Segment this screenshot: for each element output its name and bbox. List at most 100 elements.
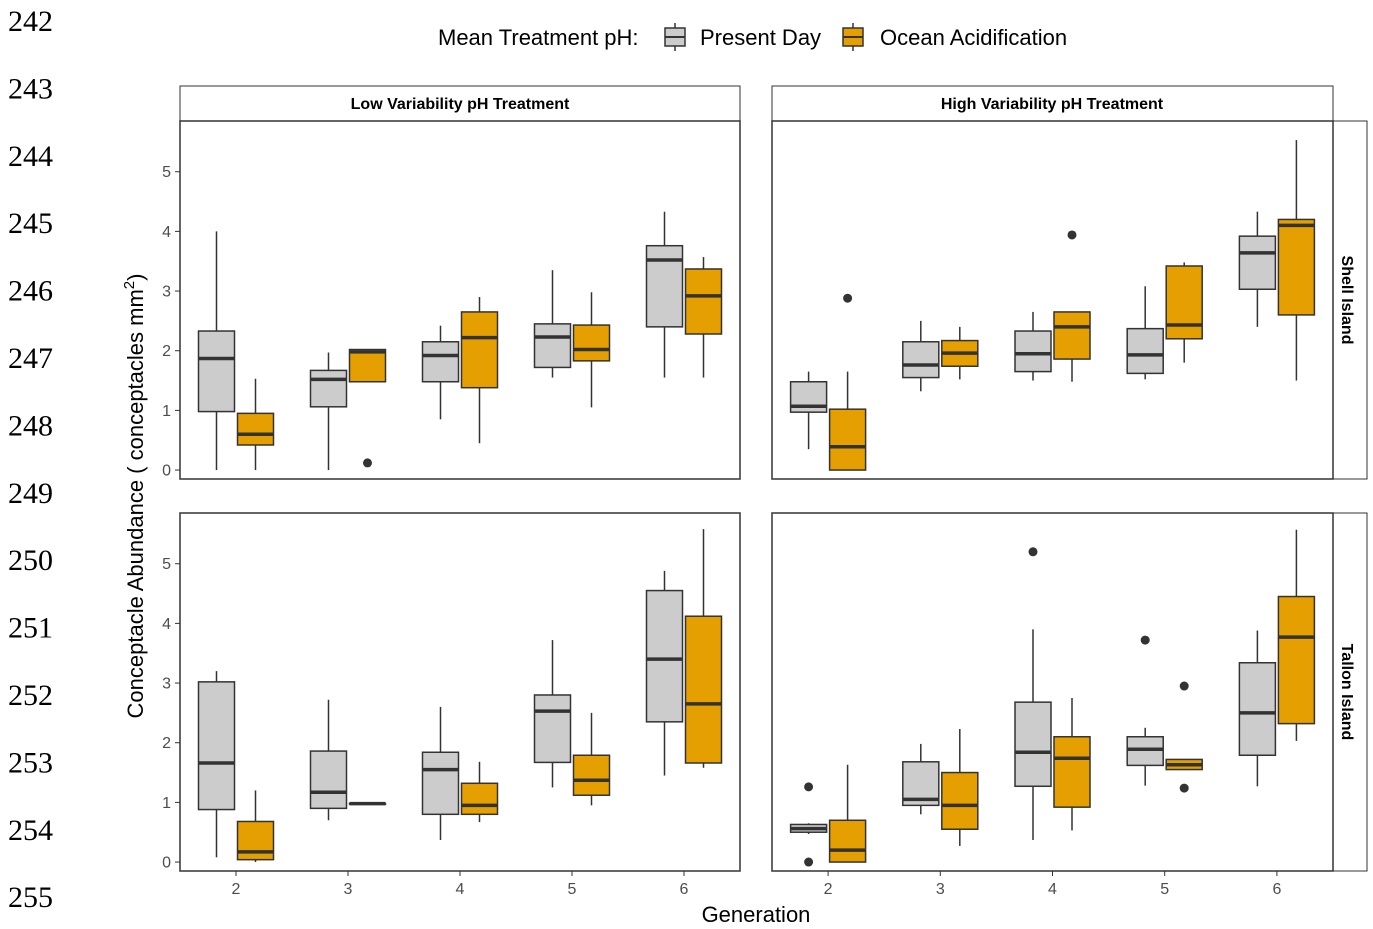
strip-shell-island: Shell Island	[1338, 256, 1355, 345]
panel-border	[179, 512, 741, 872]
box-ocean-acidification-gen-3	[941, 728, 979, 846]
x-tick-label: 4	[456, 881, 465, 898]
line-number: 244	[8, 140, 53, 173]
box-ocean-acidification-gen-6	[1277, 140, 1316, 381]
y-tick-label: 4	[162, 616, 171, 633]
box-present-day-gen-3	[902, 743, 940, 815]
box-iqr	[421, 341, 460, 383]
y-tick-label: 5	[162, 164, 171, 181]
box-iqr	[684, 268, 723, 335]
x-tick-label: 6	[680, 881, 689, 898]
box-ocean-acidification-gen-4	[460, 761, 499, 823]
line-number: 249	[8, 477, 53, 510]
line-number: 247	[8, 342, 53, 375]
line-number: 248	[8, 409, 53, 442]
y-tick-label: 2	[162, 735, 171, 752]
box-iqr	[460, 311, 499, 389]
panel-border	[771, 120, 1334, 480]
box-iqr	[1053, 736, 1091, 808]
line-number: 251	[8, 612, 53, 645]
box-iqr	[197, 330, 236, 413]
legend-title: Mean Treatment pH:	[438, 25, 639, 50]
box-ocean-acidification-gen-2	[236, 378, 275, 471]
box-present-day-gen-2	[197, 231, 236, 471]
box-present-day-gen-2	[197, 671, 236, 858]
box-present-day-gen-4	[1014, 547, 1052, 840]
box-present-day-gen-5	[1126, 635, 1164, 786]
line-number: 243	[8, 72, 53, 105]
box-present-day-gen-3	[309, 352, 348, 471]
box-iqr	[1277, 595, 1316, 725]
box-present-day-gen-2	[789, 371, 828, 450]
x-axis-title: Generation	[702, 902, 811, 927]
line-number: 252	[8, 679, 53, 712]
box-ocean-acidification-gen-4	[460, 297, 499, 444]
x-tick-label: 6	[1272, 881, 1281, 898]
box-iqr	[572, 754, 611, 796]
panel: 0 1 2 3 4 5	[162, 120, 741, 480]
box-present-day-gen-6	[1238, 630, 1277, 787]
line-number: 255	[8, 881, 53, 914]
outlier-point	[804, 782, 814, 792]
outlier-point	[843, 293, 853, 303]
box-ocean-acidification-gen-6	[684, 529, 723, 768]
box-ocean-acidification-gen-3	[941, 326, 979, 380]
line-number: 245	[8, 207, 53, 240]
box-iqr	[197, 681, 236, 811]
outlier-point	[1028, 547, 1038, 557]
y-tick-label: 3	[162, 676, 171, 693]
line-numbers: 242 243 244 245 246 247 248 249 250 251 252 253 254 2…	[8, 5, 53, 914]
line-number: 253	[8, 746, 53, 779]
line-number: 242	[8, 5, 53, 38]
box-ocean-acidification-gen-6	[684, 257, 723, 378]
box-iqr	[1238, 662, 1277, 756]
box-iqr	[533, 694, 572, 764]
strip-high-variability: High Variability pH Treatment	[941, 96, 1164, 113]
box-present-day-gen-4	[1014, 311, 1052, 381]
line-number: 250	[8, 544, 53, 577]
y-tick-label: 2	[162, 343, 171, 360]
y-tick-label: 3	[162, 284, 171, 301]
panel: 0 1 2 3 4 5 2 3 4 5 6	[162, 512, 741, 898]
outlier-point	[1067, 230, 1077, 240]
box-iqr	[533, 323, 572, 369]
box-ocean-acidification-gen-3	[348, 348, 387, 468]
box-ocean-acidification-gen-5	[572, 292, 611, 408]
strip-low-variability: Low Variability pH Treatment	[351, 96, 570, 113]
box-iqr	[684, 615, 723, 764]
box-present-day-gen-5	[1126, 286, 1164, 380]
panel	[771, 120, 1334, 480]
box-present-day-gen-6	[645, 570, 684, 776]
facet-strips: Low Variability pH Treatment High Variab…	[179, 85, 1368, 872]
box-present-day-gen-4	[421, 706, 460, 840]
box-present-day-gen-3	[902, 320, 940, 392]
legend-label-present-day: Present Day	[700, 25, 821, 50]
x-tick-label: 4	[1048, 881, 1057, 898]
box-iqr	[1126, 736, 1164, 767]
box-iqr	[1277, 218, 1316, 316]
box-iqr	[1238, 235, 1277, 291]
y-tick-label: 1	[162, 403, 171, 420]
x-tick-label: 2	[232, 881, 241, 898]
box-iqr	[1014, 701, 1052, 788]
box-ocean-acidification-gen-4	[1053, 230, 1091, 382]
box-ocean-acidification-gen-6	[1277, 529, 1316, 741]
box-ocean-acidification-gen-5	[1165, 681, 1203, 793]
box-iqr	[828, 819, 867, 863]
y-tick-label: 0	[162, 463, 171, 480]
y-tick-label: 4	[162, 224, 171, 241]
box-iqr	[460, 782, 499, 816]
box-present-day-gen-6	[645, 211, 684, 378]
box-iqr	[572, 324, 611, 362]
legend: Mean Treatment pH: Present Day Ocean Aci…	[438, 23, 1067, 51]
box-iqr	[828, 408, 867, 471]
box-present-day-gen-5	[533, 270, 572, 378]
line-number: 246	[8, 275, 53, 308]
legend-label-ocean-acidification: Ocean Acidification	[880, 25, 1067, 50]
box-iqr	[421, 751, 460, 816]
line-number: 254	[8, 814, 53, 847]
y-tick-label: 0	[162, 855, 171, 872]
box-iqr	[309, 750, 348, 810]
box-iqr	[1053, 311, 1091, 360]
